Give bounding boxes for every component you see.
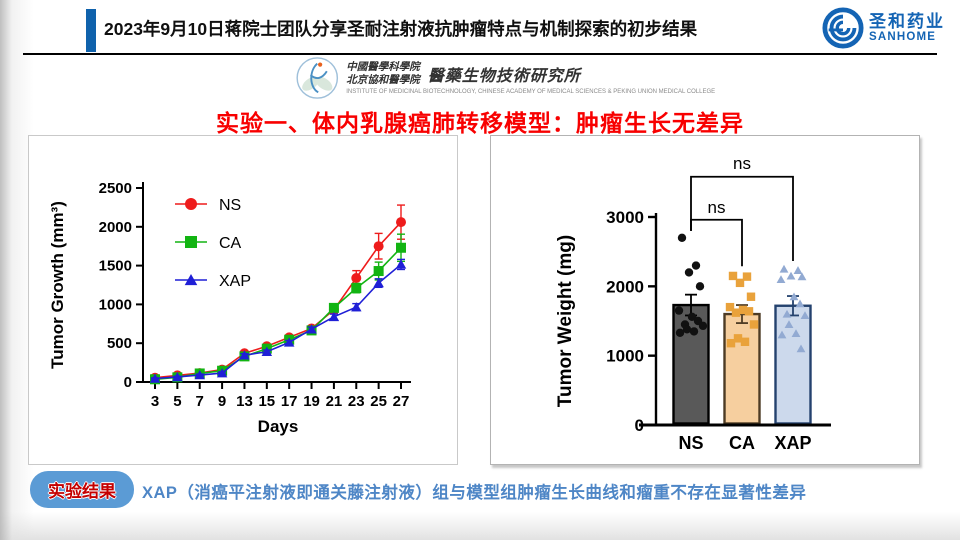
svg-text:2000: 2000 [99, 219, 132, 236]
header-accent-bar [86, 9, 96, 52]
svg-text:5: 5 [173, 393, 181, 410]
institute-logo-icon [296, 57, 339, 99]
svg-text:3000: 3000 [606, 208, 644, 227]
svg-text:XAP: XAP [219, 273, 251, 290]
sanhome-logo-en: SANHOME [869, 30, 937, 43]
svg-text:NS: NS [678, 433, 703, 453]
svg-text:1000: 1000 [99, 296, 132, 313]
institute-name-cn-line1: 中國醫學科學院 [346, 60, 420, 73]
tumor-weight-bar-chart: 0100020003000Tumor Weight (mg)NSCAXAPnsn… [555, 154, 831, 453]
svg-text:1500: 1500 [99, 258, 132, 275]
svg-text:7: 7 [196, 393, 204, 410]
header-divider [23, 53, 937, 55]
sanhome-logo: 圣和药业 SANHOME [822, 7, 945, 49]
svg-text:3: 3 [151, 393, 159, 410]
result-badge: 实验结果 [30, 471, 134, 508]
svg-text:ns: ns [708, 198, 726, 217]
svg-text:15: 15 [258, 393, 275, 410]
tumor-growth-line-chart: 0 500 1000 1500 2000 2500 3 5 7 9 13 15 17 19 21 23 25 27… [48, 180, 411, 436]
svg-text:25: 25 [370, 393, 387, 410]
conclusion-text: XAP（消癌平注射液即通关藤注射液）组与模型组肿瘤生长曲线和瘤重不存在显著性差异 [142, 484, 807, 502]
institute-name-cn-line2: 北京協和醫學院 [346, 74, 420, 86]
svg-text:CA: CA [729, 433, 755, 453]
svg-text:ns: ns [733, 154, 751, 173]
svg-text:19: 19 [303, 393, 320, 410]
institute-name-en: INSTITUTE OF MEDICINAL BIOTECHNOLOGY, CH… [346, 89, 716, 96]
sanhome-logo-cn: 圣和药业 [869, 12, 945, 32]
svg-text:XAP: XAP [774, 433, 811, 453]
svg-text:23: 23 [348, 393, 365, 410]
svg-text:27: 27 [393, 393, 410, 410]
svg-text:Tumor Weight (mg): Tumor Weight (mg) [555, 235, 576, 407]
svg-text:9: 9 [218, 393, 226, 410]
svg-text:Tumor Growth (mm³): Tumor Growth (mm³) [48, 201, 67, 369]
tumor-weight-panel: 0100020003000Tumor Weight (mg)NSCAXAPnsn… [490, 135, 920, 465]
svg-text:21: 21 [326, 393, 343, 410]
svg-text:2500: 2500 [99, 180, 132, 197]
svg-text:0: 0 [124, 374, 132, 391]
svg-text:Days: Days [258, 417, 299, 436]
institute-name: 醫藥生物技術研究所 [427, 66, 581, 85]
section-title: 实验一、体内乳腺癌肺转移模型：肿瘤生长无差异 [216, 110, 744, 136]
svg-text:1000: 1000 [606, 347, 644, 366]
tumor-growth-panel: 0 500 1000 1500 2000 2500 3 5 7 9 13 15 17 19 21 23 25 27… [28, 135, 458, 465]
svg-text:2000: 2000 [606, 277, 644, 296]
svg-text:500: 500 [107, 335, 132, 352]
institute-logo: 中國醫學科學院 北京協和醫學院 醫藥生物技術研究所 INSTITUTE OF M… [295, 56, 715, 100]
svg-text:17: 17 [281, 393, 298, 410]
svg-text:13: 13 [236, 393, 253, 410]
svg-text:CA: CA [219, 235, 242, 252]
sanhome-logo-icon [822, 7, 864, 49]
page-title: 2023年9月10日蒋院士团队分享圣耐注射液抗肿瘤特点与机制探索的初步结果 [104, 19, 698, 39]
svg-text:NS: NS [219, 197, 241, 214]
